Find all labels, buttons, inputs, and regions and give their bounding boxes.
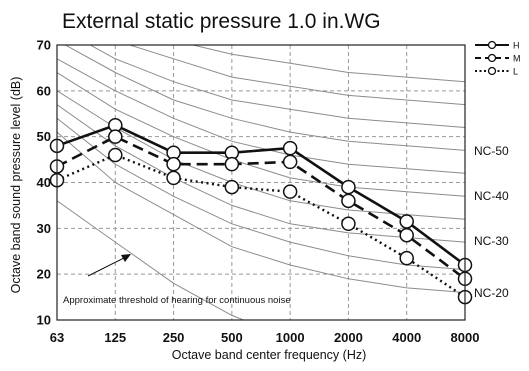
nc-curve-nc-20	[57, 131, 465, 293]
series-point-l-500	[224, 179, 240, 195]
axes	[56, 44, 466, 321]
legend-label-h: H	[513, 41, 520, 51]
legend-marker-m	[487, 53, 497, 63]
legend: HML	[475, 41, 521, 77]
nc-curves	[57, 45, 465, 293]
nc-curve-nc-65	[190, 45, 465, 83]
nc-curve-nc-30	[57, 104, 465, 243]
tick-labels: 10 20 30 40 50 60 70 63 125 250 500 1000 2000 4000 800…	[37, 38, 480, 346]
y-tick-label-30: 30	[37, 221, 51, 236]
x-tick-label-1000: 1000	[276, 330, 305, 345]
y-tick-label-20: 20	[37, 267, 51, 282]
series-point-m-1000	[282, 154, 298, 170]
data-series	[49, 117, 473, 305]
x-tick-label-2000: 2000	[334, 330, 363, 345]
nc-curve-nc-50	[64, 45, 465, 151]
series-point-m-250	[166, 156, 181, 172]
series-line-h	[56, 123, 466, 267]
series-point-l-1000	[282, 184, 298, 199]
threshold-curve	[57, 200, 245, 320]
series-point-h-1000	[282, 140, 298, 156]
series-point-l-4000	[399, 250, 414, 266]
series-line-m	[56, 135, 466, 280]
x-tick-label-250: 250	[163, 330, 185, 345]
annotation-arrow-shaft	[87, 255, 129, 277]
series-point-h-2000	[341, 179, 356, 195]
nc-curve-nc-40	[57, 72, 465, 197]
y-tick-label-40: 40	[37, 175, 51, 190]
y-tick-label-70: 70	[37, 38, 51, 53]
nc-label-nc-30: NC-30	[474, 234, 509, 248]
series-point-m-4000	[399, 227, 414, 243]
x-tick-label-125: 125	[104, 330, 126, 345]
annotation-arrow-head	[121, 254, 131, 262]
y-tick-label-60: 60	[37, 83, 51, 98]
legend-label-m: M	[513, 54, 521, 64]
series-point-l-125	[108, 147, 123, 163]
series-point-m-2000	[341, 193, 356, 209]
legend-marker-l	[487, 66, 497, 76]
series-point-l-2000	[341, 216, 356, 231]
y-tick-label-10: 10	[37, 313, 51, 328]
series-point-h-4000	[399, 214, 414, 229]
x-tick-label-63: 63	[50, 330, 64, 345]
grid	[56, 44, 466, 321]
nc-label-nc-20: NC-20	[474, 286, 509, 300]
x-tick-label-4000: 4000	[392, 330, 421, 345]
nc-curve-nc-55	[89, 45, 465, 128]
x-tick-label-500: 500	[221, 330, 243, 345]
plot-frame	[56, 44, 466, 321]
y-tick-label-50: 50	[37, 129, 51, 144]
nc-label-nc-50: NC-50	[474, 144, 509, 158]
chart-title: External static pressure 1.0 in.WG	[62, 10, 381, 33]
series-point-m-500	[224, 156, 240, 172]
y-axis-label: Octave band sound pressure level (dB)	[9, 77, 23, 294]
nc-curve-labels: NC-50 NC-40 NC-30 NC-20	[474, 144, 509, 300]
nc-curve-nc-45	[57, 58, 465, 174]
nc-curve-nc-60	[128, 45, 465, 106]
nc-curve-nc-25	[57, 117, 465, 271]
x-axis-label: Octave band center frequency (Hz)	[172, 348, 367, 362]
legend-label-l: L	[513, 67, 518, 77]
threshold-curve-group	[57, 200, 245, 320]
threshold-annotation: Approximate threshold of hearing for con…	[63, 295, 291, 306]
annotation-group: Approximate threshold of hearing for con…	[63, 254, 291, 306]
legend-marker-h	[487, 40, 497, 50]
x-tick-label-8000: 8000	[451, 330, 480, 345]
series-point-m-125	[108, 129, 123, 144]
nc-curve-nc-35	[57, 90, 465, 220]
nc-label-nc-40: NC-40	[474, 189, 509, 203]
series-point-l-250	[166, 170, 181, 186]
